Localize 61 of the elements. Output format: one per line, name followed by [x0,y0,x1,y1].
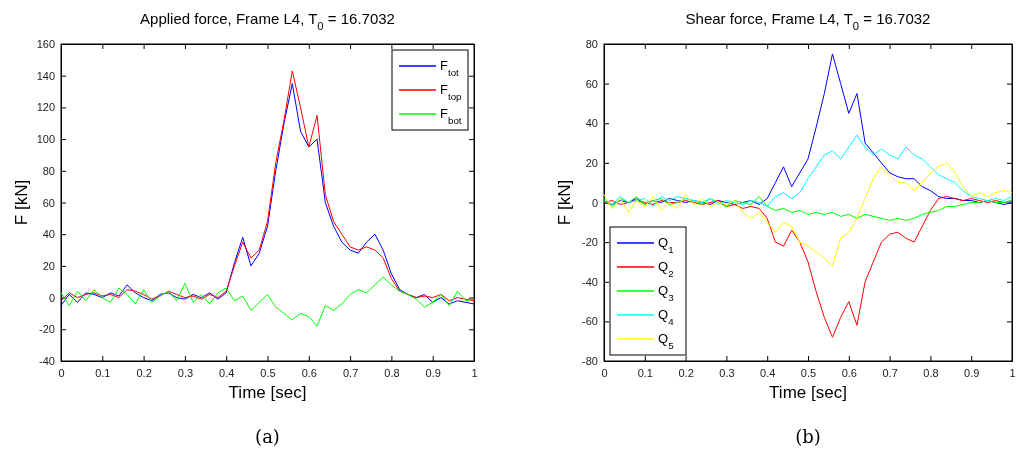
x-tick-label: 0.9 [425,366,441,379]
text: (a) [255,426,280,447]
legend-label: F$_{tot}$ [440,58,460,78]
y-tick-label: -40 [582,275,598,288]
legend-label: F$_{bot}$ [440,106,462,126]
y-tick-label: 80 [42,164,55,177]
legend-label: Q$_{3}$ [658,283,674,303]
y-tick-label: -60 [582,315,598,328]
x-tick-label: 0.2 [136,366,152,379]
y-tick-label: 60 [585,77,598,90]
y-tick-label: 40 [585,117,598,130]
x-tick-label: 1 [471,366,478,379]
y-tick-label: 120 [36,101,55,114]
x-tick-label: 0 [58,366,65,379]
x-tick-label: 0.9 [964,366,980,379]
y-tick-label: -40 [39,355,55,368]
y-axis-title: F [kN] [12,179,31,226]
y-tick-label: 160 [36,38,55,51]
legend-label: Q$_{5}$ [658,331,675,351]
y-tick-label: 20 [585,156,598,169]
x-axis-title: Time [sec] [228,383,307,402]
x-tick-label: 0.6 [301,366,317,379]
x-tick-label: 0.6 [841,366,857,379]
line-series [603,196,1013,221]
x-tick-label: 0 [601,366,608,379]
x-tick-label: 0.3 [719,366,735,379]
legend-label: Q$_{1}$ [658,235,674,255]
x-tick-label: 0.7 [882,366,898,379]
x-tick-label: 0.1 [637,366,653,379]
line-series [603,134,1013,207]
x-tick-label: 0.4 [760,366,776,379]
line-series [60,276,475,327]
x-tick-label: 0.5 [800,366,817,379]
x-tick-label: 0.4 [219,366,235,379]
y-tick-label: 40 [42,228,55,241]
y-tick-label: 140 [36,69,55,82]
y-axis-title: F [kN] [555,179,574,226]
x-tick-label: 0.1 [95,366,111,379]
y-tick-label: 60 [42,196,55,209]
y-tick-label: -20 [39,323,55,336]
legend-label: F$_{top}$ [440,82,463,102]
chart-title: Shear force, Frame L4, T$_{0}$ = 16.7032 [685,10,931,32]
y-tick-label: 20 [42,259,55,272]
x-tick-label: 0.5 [260,366,276,379]
y-tick-label: 0 [591,196,598,209]
text: (b) [795,426,821,447]
chart-title: Applied force, Frame L4, T$_{0}$ = 16.7032 [140,10,395,32]
x-tick-label: 0.7 [342,366,359,379]
y-tick-label: 80 [585,38,598,51]
x-tick-label: 0.8 [384,366,400,379]
x-tick-label: 0.8 [923,366,939,379]
x-axis-title: Time [sec] [769,383,847,402]
legend-label: Q$_{2}$ [658,259,674,279]
y-tick-label: -80 [582,355,598,368]
y-tick-label: -20 [582,236,598,249]
x-tick-label: 0.3 [177,366,194,379]
legend-label: Q$_{4}$ [658,307,675,327]
x-tick-label: 0.2 [678,366,694,379]
y-tick-label: 0 [48,291,55,304]
x-tick-label: 1 [1009,366,1016,379]
y-tick-label: 100 [36,133,55,146]
